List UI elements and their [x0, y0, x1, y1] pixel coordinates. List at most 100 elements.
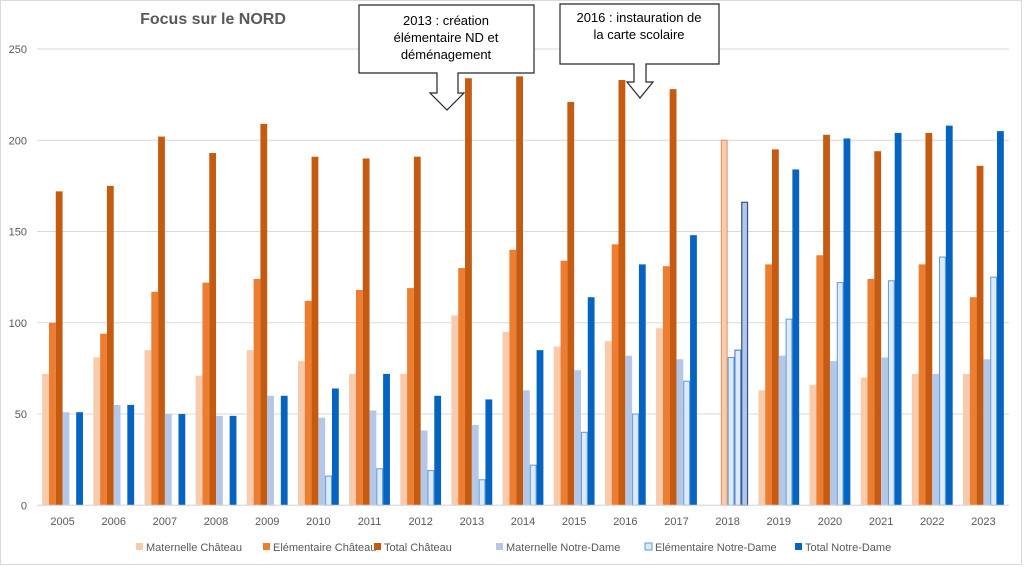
x-tick-label: 2013: [460, 516, 484, 528]
bar: [216, 415, 223, 506]
bar: [969, 297, 977, 506]
bar: [420, 430, 428, 506]
bar: [553, 346, 561, 506]
bar: [911, 373, 919, 506]
bar: [918, 264, 926, 506]
bar: [669, 89, 677, 506]
bar: [465, 78, 472, 506]
bar: [945, 125, 953, 506]
bar: [611, 244, 619, 506]
bar: [765, 264, 772, 506]
bar: [567, 101, 575, 506]
bar: [983, 359, 991, 506]
bar: [451, 315, 459, 506]
bar: [625, 355, 633, 506]
callout-box: [358, 4, 535, 111]
bar: [792, 169, 800, 506]
bar: [638, 264, 646, 506]
callout-text: la carte scolaire: [593, 27, 684, 42]
y-axis: 0 50 100 150 200 250: [9, 44, 27, 512]
x-tick-label: 2023: [971, 516, 995, 528]
bar: [939, 256, 946, 506]
x-tick-label: 2019: [767, 516, 791, 528]
bar: [471, 424, 479, 506]
bar: [720, 139, 728, 506]
bar: [76, 412, 83, 506]
legend-swatch: [374, 543, 381, 550]
legend-swatch: [644, 542, 653, 551]
x-tick-label: 2015: [562, 516, 586, 528]
bar: [829, 361, 837, 506]
bar: [369, 410, 377, 506]
bar: [867, 278, 875, 506]
bar: [62, 412, 70, 506]
bar: [683, 380, 691, 506]
bar: [874, 151, 882, 506]
bar: [778, 355, 786, 506]
bar: [816, 255, 824, 506]
x-tick-label: 2021: [869, 516, 893, 528]
bar: [260, 123, 268, 506]
bar: [195, 375, 203, 506]
bar: [280, 395, 288, 506]
x-tick-label: 2022: [920, 516, 944, 528]
y-tick-label: 150: [9, 227, 27, 239]
legend-swatch: [496, 543, 503, 550]
bar: [311, 156, 319, 506]
bar: [727, 356, 735, 506]
legend: Maternelle Château Elémentaire Château Tot…: [136, 542, 891, 554]
bar: [502, 331, 510, 506]
y-tick-label: 0: [21, 500, 27, 512]
callout-text: élémentaire ND et: [394, 30, 499, 45]
x-tick-label: 2012: [408, 516, 432, 528]
bar: [516, 76, 523, 506]
bar: [618, 80, 626, 506]
bar: [741, 201, 749, 506]
bar: [758, 390, 766, 506]
bar: [894, 132, 902, 506]
legend-label: Maternelle Notre-Dame: [506, 542, 620, 554]
bar: [113, 404, 121, 506]
bar: [427, 470, 435, 506]
callout-text: déménagement: [401, 47, 492, 62]
x-tick-label: 2006: [101, 516, 125, 528]
bar: [963, 373, 970, 506]
bar: [434, 395, 442, 506]
bar: [632, 413, 639, 506]
bar: [925, 132, 933, 506]
bar: [376, 468, 384, 506]
x-tick-label: 2008: [204, 516, 228, 528]
bar: [209, 153, 217, 506]
bar: [93, 357, 101, 506]
bar: [771, 149, 779, 506]
bar: [536, 350, 544, 506]
x-tick-label: 2007: [153, 516, 177, 528]
x-tick-label: 2011: [358, 516, 382, 528]
bar: [362, 158, 370, 506]
y-tick-label: 100: [9, 318, 27, 330]
bar: [325, 475, 332, 506]
bar: [734, 349, 742, 506]
bar: [656, 328, 663, 506]
bar: [304, 300, 312, 506]
bar: [881, 357, 888, 506]
x-tick-label: 2016: [613, 516, 637, 528]
callout-box: [559, 3, 720, 99]
bar: [860, 377, 868, 506]
bar: [42, 373, 49, 506]
bar: [604, 341, 612, 506]
bar: [297, 361, 305, 506]
x-tick-label: 2017: [664, 516, 688, 528]
bar: [997, 131, 1004, 506]
legend-label: Total Notre-Dame: [805, 542, 891, 554]
legend-label: Elémentaire Château: [273, 542, 376, 554]
bar: [100, 333, 107, 506]
legend-swatch: [795, 543, 802, 550]
bar: [485, 399, 493, 506]
bar: [690, 235, 697, 506]
legend-label: Total Château: [384, 542, 452, 554]
bar: [407, 288, 414, 506]
bar: [164, 414, 172, 506]
callout-text: 2013 : création: [403, 13, 489, 28]
